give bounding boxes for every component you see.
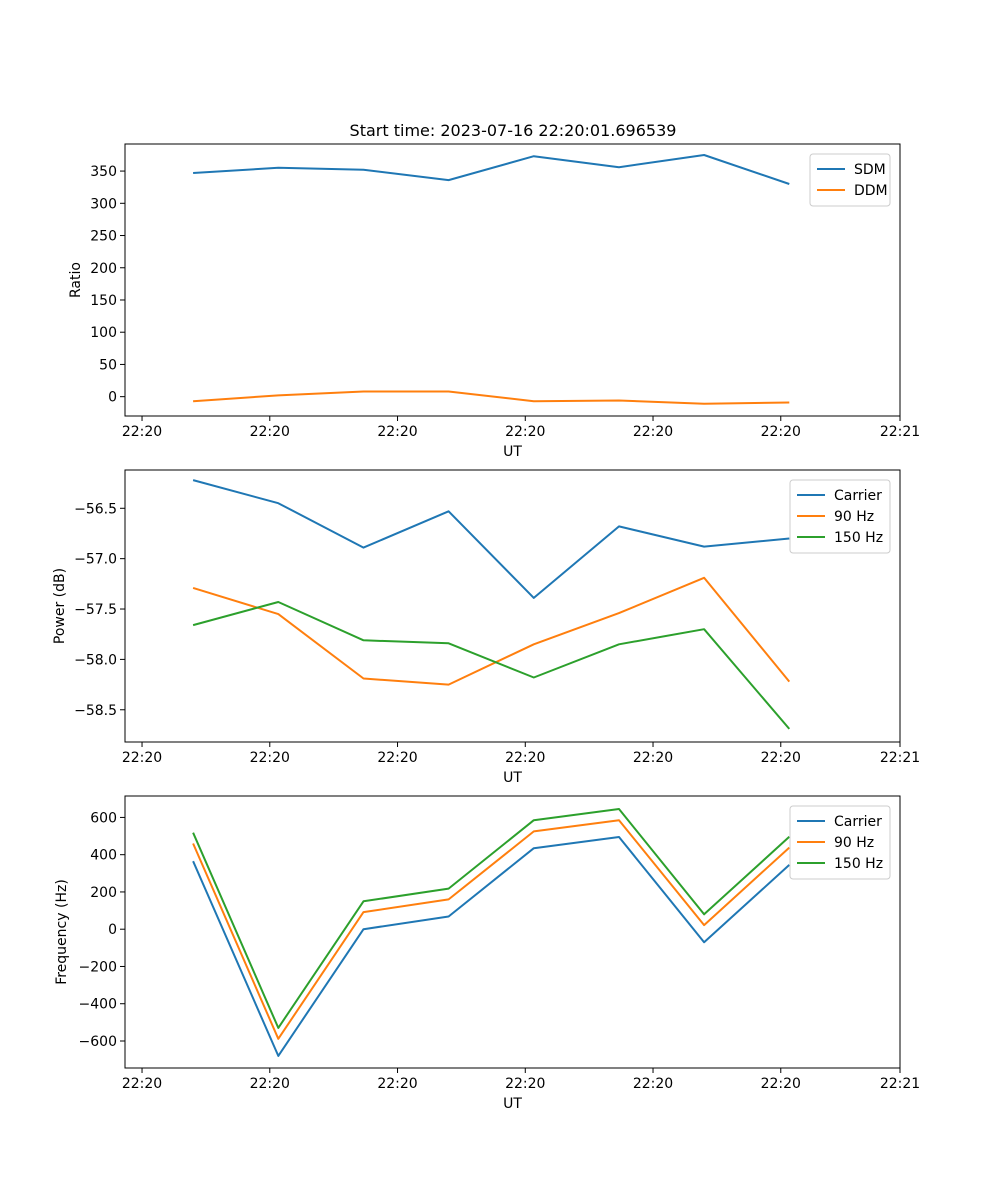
x-tick-label: 22:20 [250,424,290,440]
series-line-90-hz [192,819,790,1040]
y-axis-label: Power (dB) [52,568,68,644]
y-tick-label: 200 [90,261,117,277]
x-tick-label: 22:20 [122,424,162,440]
y-tick-label: −200 [79,959,117,975]
y-tick-label: 150 [90,293,117,309]
plot-frame [124,469,901,743]
x-tick-label: 22:20 [761,750,801,766]
y-tick-label: 200 [90,885,117,901]
legend-label: 150 Hz [834,530,883,546]
x-tick-label: 22:20 [250,1076,290,1092]
y-tick-label: −600 [79,1034,117,1050]
y-tick-label: −58.5 [74,703,117,719]
legend-label: Carrier [834,814,882,830]
chart-title: Start time: 2023-07-16 22:20:01.696539 [350,121,677,140]
legend-label: 90 Hz [834,835,874,851]
x-tick-label: 22:20 [633,750,673,766]
y-tick-label: −57.0 [74,552,117,568]
y-tick-label: 300 [90,196,117,212]
series-line-90-hz [192,576,791,686]
x-axis-label: UT [503,444,522,460]
x-tick-label: 22:20 [505,1076,545,1092]
x-tick-label: 22:20 [761,424,801,440]
x-tick-label: 22:21 [880,1076,920,1092]
y-tick-label: −400 [79,997,117,1013]
y-tick-label: −57.5 [74,602,117,618]
y-tick-label: 600 [90,810,117,826]
y-tick-label: 250 [90,229,117,245]
series-line-150-hz [192,808,790,1029]
y-tick-label: 0 [108,922,117,938]
x-tick-label: 22:20 [761,1076,801,1092]
legend-box [789,479,891,554]
x-tick-label: 22:20 [377,750,417,766]
x-tick-label: 22:21 [880,750,920,766]
x-tick-label: 22:20 [633,424,673,440]
legend-label: 90 Hz [834,509,874,525]
legend-box [789,805,891,880]
legend-label: 150 Hz [834,856,883,872]
y-tick-label: 0 [108,390,117,406]
x-tick-label: 22:20 [505,750,545,766]
series-line-sdm [193,154,790,185]
x-tick-label: 22:20 [122,750,162,766]
legend-label: SDM [854,162,886,178]
series-line-150-hz [192,601,791,730]
x-tick-label: 22:21 [880,424,920,440]
series-line-ddm [193,390,790,405]
legend-box [809,153,891,207]
plot-frame [124,143,901,417]
y-axis-label: Frequency (Hz) [54,879,70,985]
x-tick-label: 22:20 [505,424,545,440]
y-tick-label: 100 [90,325,117,341]
plot-frame [124,795,901,1069]
legend-label: DDM [854,183,888,199]
x-tick-label: 22:20 [377,424,417,440]
y-tick-label: 50 [99,357,117,373]
x-tick-label: 22:20 [250,750,290,766]
legend-label: Carrier [834,488,882,504]
x-tick-label: 22:20 [122,1076,162,1092]
series-line-carrier [192,836,790,1057]
y-axis-label: Ratio [68,262,84,298]
x-axis-label: UT [503,1096,522,1112]
x-tick-label: 22:20 [377,1076,417,1092]
x-tick-label: 22:20 [633,1076,673,1092]
y-tick-label: −56.5 [74,501,117,517]
y-tick-label: 350 [90,164,117,180]
y-tick-label: −58.0 [74,652,117,668]
x-axis-label: UT [503,770,522,786]
series-line-carrier [192,479,790,599]
y-tick-label: 400 [90,848,117,864]
